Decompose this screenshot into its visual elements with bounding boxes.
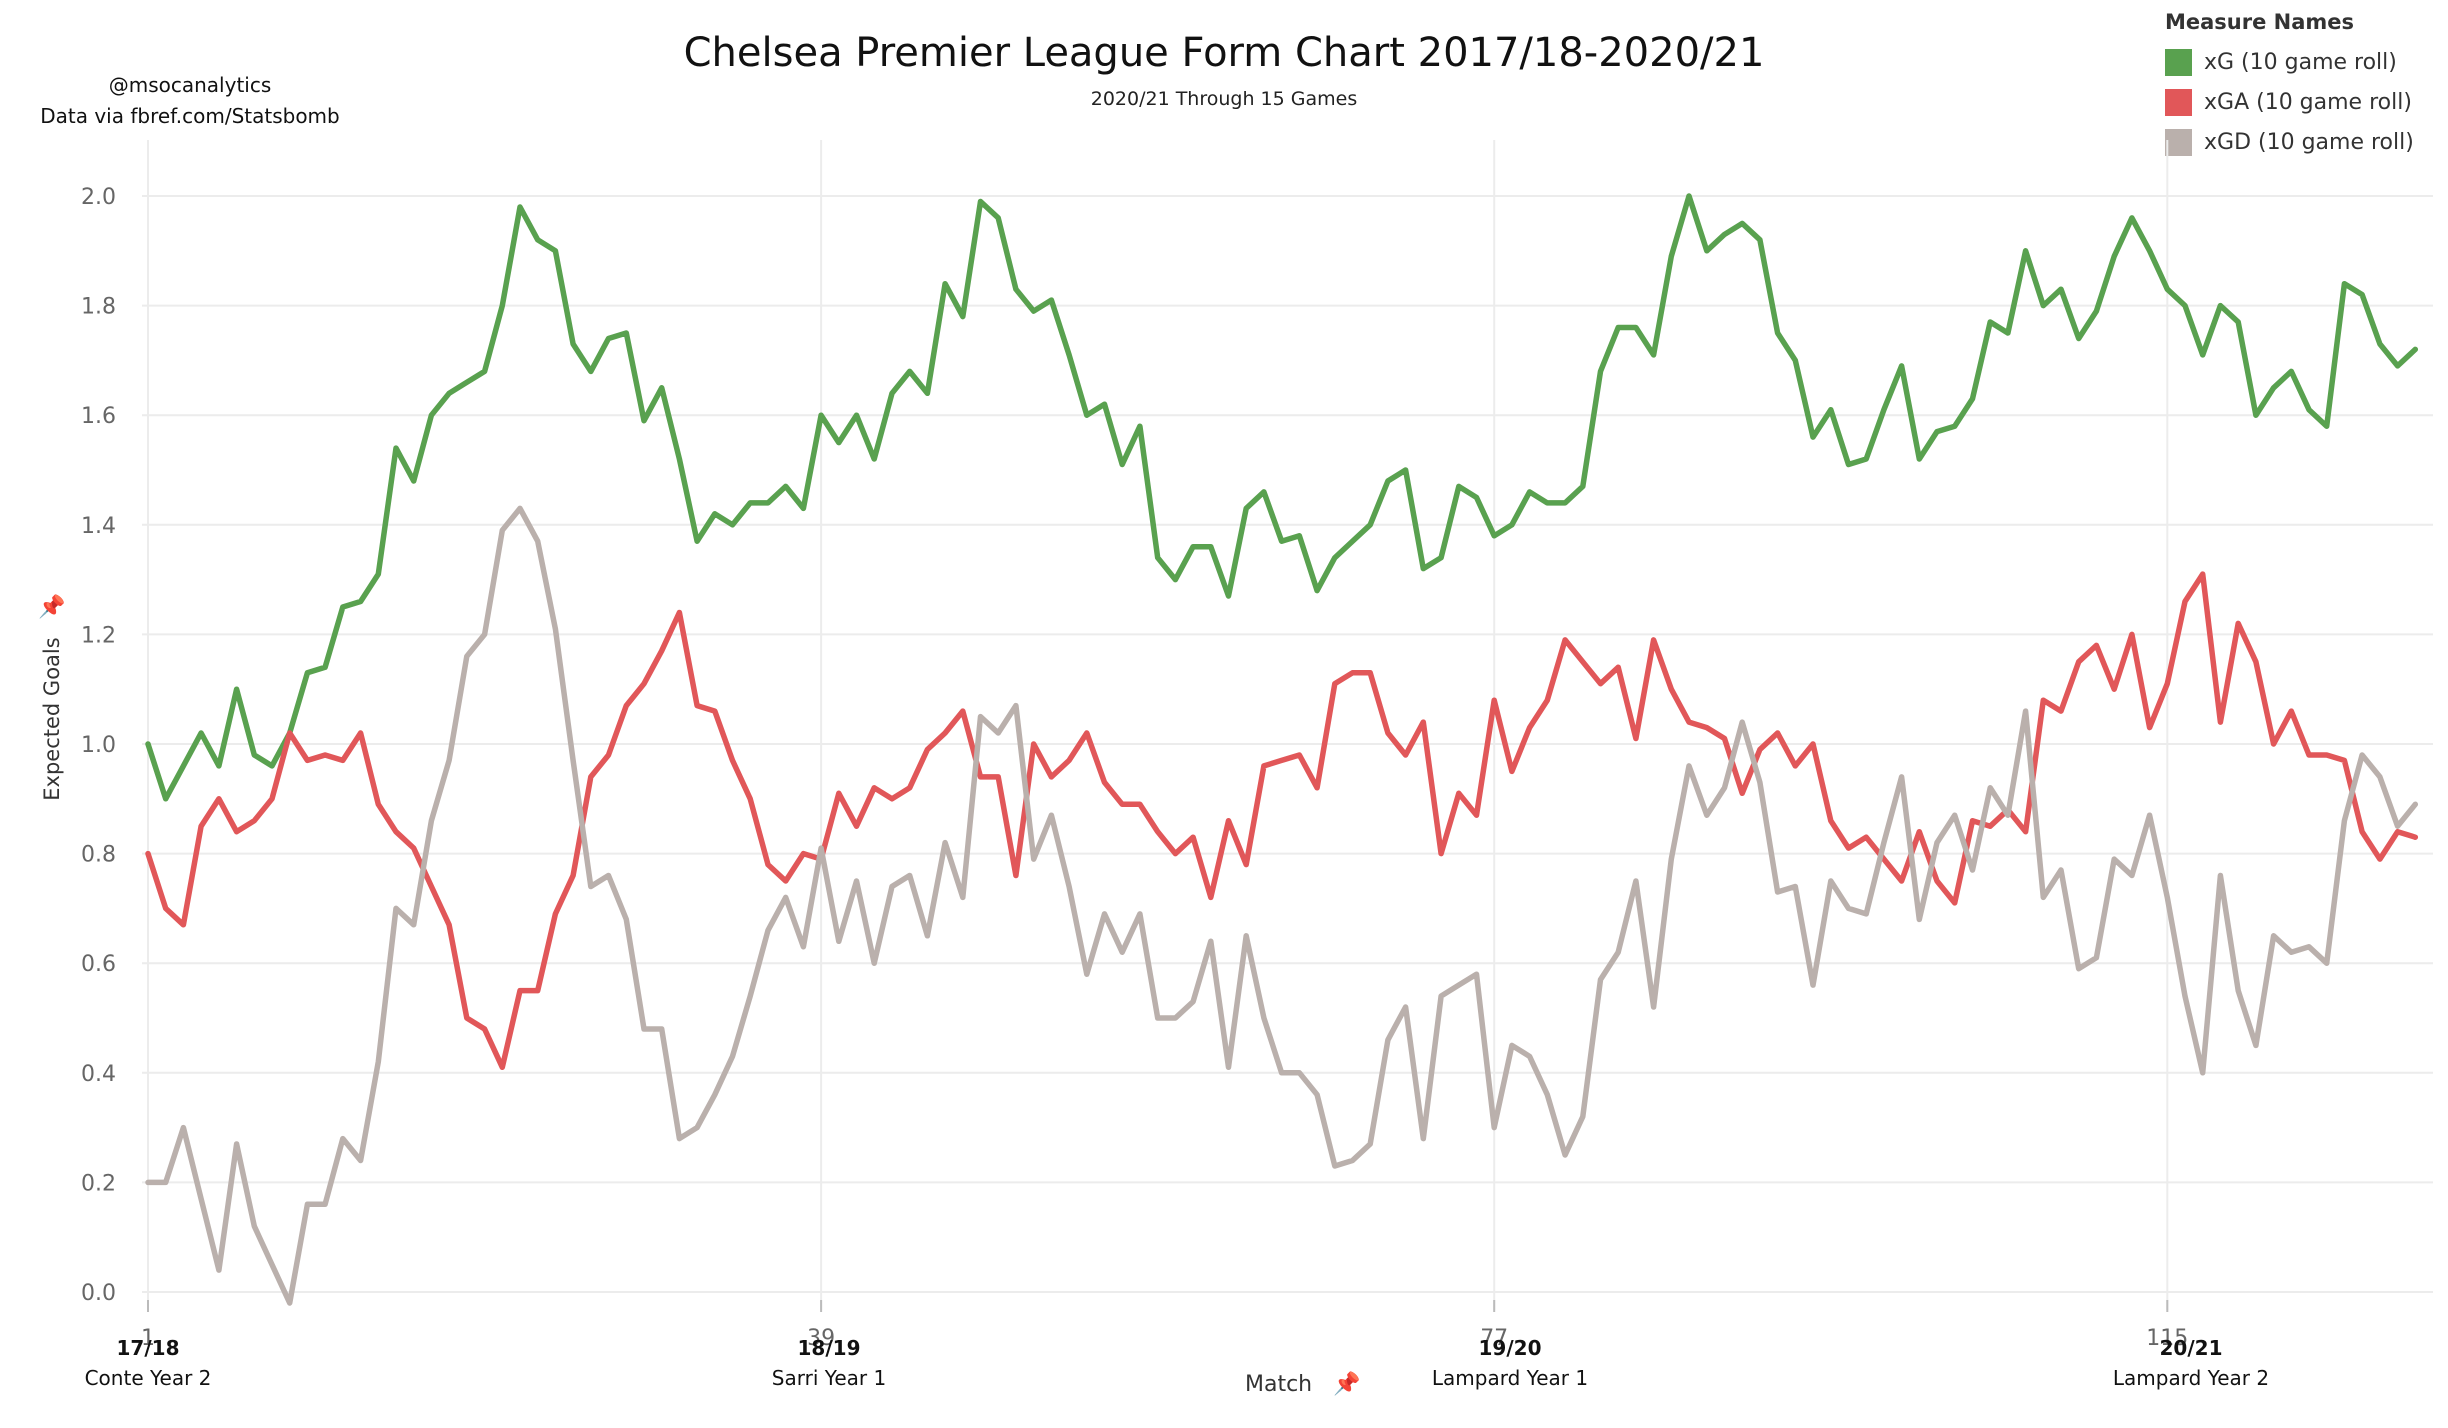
legend[interactable]: Measure Names xG (10 game roll) xGA (10 … — [2165, 10, 2435, 162]
legend-label-xgd: xGD (10 game roll) — [2204, 129, 2414, 155]
y-tick-label: 1.4 — [81, 514, 116, 539]
legend-item-xga[interactable]: xGA (10 game roll) — [2165, 82, 2435, 122]
legend-swatch-xg — [2165, 48, 2192, 76]
x-tick-label: 1 — [141, 1326, 155, 1351]
season-label-2021: 20/21 Lampard Year 2 — [2041, 1333, 2341, 1393]
xgd-line — [145, 505, 2419, 1306]
season-year: 20/21 — [2159, 1336, 2223, 1360]
season-year: 19/20 — [1478, 1336, 1542, 1360]
season-label-1718: 17/18 Conte Year 2 — [0, 1333, 298, 1393]
xg-line — [145, 193, 2419, 802]
y-tick-label: 1.0 — [81, 733, 116, 758]
legend-title: Measure Names — [2165, 10, 2355, 34]
chart-title: Chelsea Premier League Form Chart 2017/1… — [683, 30, 1765, 76]
season-manager: Conte Year 2 — [84, 1366, 212, 1390]
y-tick-label: 0.6 — [81, 952, 116, 977]
legend-swatch-xgd — [2165, 128, 2192, 156]
legend-item-xgd[interactable]: xGD (10 game roll) — [2165, 122, 2435, 162]
season-manager: Sarri Year 1 — [771, 1366, 887, 1390]
legend-swatch-xga — [2165, 88, 2192, 116]
xga-line — [145, 571, 2419, 1071]
season-year: 17/18 — [116, 1336, 180, 1360]
legend-label-xg: xG (10 game roll) — [2204, 49, 2397, 75]
y-tick-label: 1.2 — [81, 623, 116, 648]
x-tick-label: 39 — [807, 1326, 835, 1351]
legend-label-xga: xGA (10 game roll) — [2204, 89, 2412, 115]
pin-icon[interactable]: 📌 — [1333, 1372, 1361, 1397]
x-axis-title: Match — [1245, 1372, 1313, 1397]
y-tick-label: 0.0 — [81, 1281, 116, 1306]
y-tick-label: 1.8 — [81, 295, 116, 320]
y-axis-title: Expected Goals — [40, 637, 64, 801]
y-tick-label: 0.2 — [81, 1171, 116, 1196]
y-tick-label: 1.6 — [81, 404, 116, 429]
legend-item-xg[interactable]: xG (10 game roll) — [2165, 42, 2435, 82]
y-tick-label: 0.8 — [81, 843, 116, 868]
credit-handle: @msocanalytics — [108, 73, 272, 97]
credit-source: Data via fbref.com/Statsbomb — [40, 104, 340, 128]
x-tick-label: 115 — [2146, 1326, 2188, 1351]
chart-subtitle: 2020/21 Through 15 Games — [1090, 88, 1358, 110]
season-year: 18/19 — [797, 1336, 861, 1360]
y-tick-label: 0.4 — [81, 1062, 116, 1087]
x-tick-label: 77 — [1480, 1326, 1508, 1351]
credit-block: @msocanalytics Data via fbref.com/Statsb… — [30, 70, 350, 132]
pin-icon[interactable]: 📌 — [38, 595, 66, 620]
season-label-1920: 19/20 Lampard Year 1 — [1360, 1333, 1660, 1393]
season-manager: Lampard Year 1 — [1431, 1366, 1589, 1390]
y-tick-label: 2.0 — [81, 185, 116, 210]
season-label-1819: 18/19 Sarri Year 1 — [679, 1333, 979, 1393]
season-manager: Lampard Year 2 — [2112, 1366, 2270, 1390]
